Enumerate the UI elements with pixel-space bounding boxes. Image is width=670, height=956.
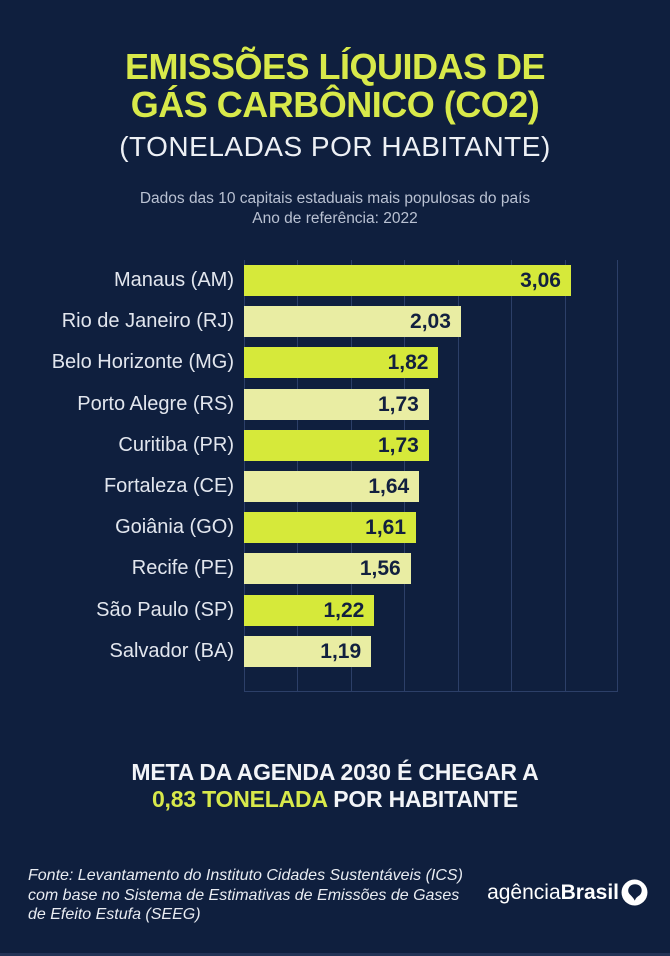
bar-value-label: 1,22	[323, 598, 365, 622]
bar-chart-plot-area: 3,06 2,03 1,82 1,73 1,73 1,64 1,61 1,56 1,22 1,19	[244, 260, 618, 692]
bar-Recife (PE): 1,56	[244, 553, 411, 585]
goal-line2: 0,83 TONELADA POR HABITANTE	[0, 786, 670, 813]
page-title-unit: (TONELADAS POR HABITANTE)	[119, 131, 551, 162]
agencia-brasil-logo-text: agênciaBrasil	[487, 879, 619, 906]
bar-Fortaleza (CE): 1,64	[244, 471, 420, 502]
subtitle-line1: Dados das 10 capitais estaduais mais pop…	[139, 190, 531, 207]
bar-value-label: 1,73	[377, 433, 419, 457]
goal-highlight: 0,83 TONELADA	[151, 786, 328, 812]
bar-category-label: Goiânia (GO)	[115, 516, 234, 539]
page-title-line1: EMISSÕES LÍQUIDAS DE	[124, 46, 546, 87]
gridline-x-2.5	[511, 260, 513, 691]
logo-text-agencia: agência	[487, 881, 561, 904]
bottom-accent-strip	[0, 953, 670, 956]
bar-category-label: Fortaleza (CE)	[103, 475, 234, 497]
bar-Curitiba (PR): 1,73	[244, 429, 429, 461]
bar-Belo Horizonte (MG): 1,82	[244, 347, 439, 379]
bar-value-label: 1,61	[365, 516, 407, 540]
gridline-x-3.0	[564, 260, 566, 691]
bar-Porto Alegre (RS): 1,73	[244, 388, 429, 420]
header: EMISSÕES LÍQUIDAS DE GÁS CARBÔNICO (CO2)…	[0, 48, 670, 163]
bar-value-label: 1,64	[368, 475, 410, 498]
logo-text-brasil: Brasil	[560, 881, 619, 904]
bar-category-label: Manaus (AM)	[113, 269, 234, 291]
bar-São Paulo (SP): 1,22	[244, 594, 375, 626]
bar-category-label: Recife (PE)	[131, 557, 234, 580]
bar-category-label: Belo Horizonte (MG)	[51, 351, 234, 374]
bar-Salvador (BA): 1,19	[244, 635, 372, 667]
brasil-map-circle-icon	[621, 879, 648, 906]
source-line1: Fonte: Levantamento do Instituto Cidades…	[28, 867, 463, 884]
page-title-line2: GÁS CARBÔNICO (CO2)	[130, 84, 540, 125]
bar-value-label: 1,56	[359, 557, 401, 581]
bar-category-label: Curitiba (PR)	[118, 433, 234, 456]
bar-Manaus (AM): 3,06	[244, 265, 571, 296]
gridline-x-3.5	[617, 260, 618, 691]
bar-value-label: 2,03	[410, 310, 451, 334]
bar-category-label: Rio de Janeiro (RJ)	[61, 310, 234, 333]
bar-value-label: 1,82	[387, 351, 429, 375]
goal-line2-rest: POR HABITANTE	[327, 786, 519, 812]
subtitle-line2: Ano de referência: 2022	[252, 209, 418, 227]
bar-Goiânia (GO): 1,61	[244, 512, 417, 544]
agencia-brasil-logo: agênciaBrasil	[487, 879, 648, 906]
bar-value-label: 1,19	[320, 639, 362, 663]
source-line3: de Efeito Estufa (SEEG)	[28, 906, 201, 923]
bar-value-label: 3,06	[520, 269, 561, 292]
bar-category-label: Salvador (BA)	[109, 639, 235, 662]
gridline-x-2.0	[457, 260, 459, 691]
chart-subtitle: Dados das 10 capitais estaduais mais pop…	[0, 189, 670, 228]
bar-Rio de Janeiro (RJ): 2,03	[244, 306, 461, 338]
bar-value-label: 1,73	[377, 392, 419, 416]
source-note: Fonte: Levantamento do Instituto Cidades…	[28, 866, 463, 925]
goal-line1: META DA AGENDA 2030 É CHEGAR A	[131, 759, 539, 785]
goal-banner: META DA AGENDA 2030 É CHEGAR A 0,83 TONE…	[0, 759, 670, 813]
source-line2: com base no Sistema de Estimativas de Em…	[28, 886, 460, 904]
bar-category-label: Porto Alegre (RS)	[77, 392, 234, 415]
bar-category-label: São Paulo (SP)	[96, 598, 234, 621]
